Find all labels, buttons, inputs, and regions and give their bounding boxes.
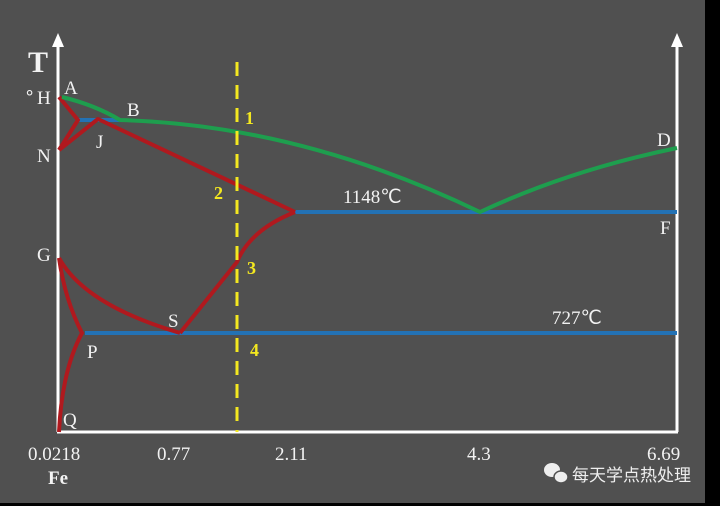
x-tick: 6.69 xyxy=(647,444,680,465)
point-j: J xyxy=(96,132,103,153)
liquidus-abcd xyxy=(61,95,678,215)
point-q: Q xyxy=(63,410,77,431)
line-gpq xyxy=(57,257,84,433)
y-axis-unit: ° xyxy=(26,86,33,106)
alloy-point-3: 3 xyxy=(247,258,256,278)
line-hn xyxy=(57,95,80,152)
point-g: G xyxy=(37,245,51,266)
point-b: B xyxy=(127,100,140,121)
x-axis-label: Fe xyxy=(48,468,68,489)
point-f: F xyxy=(660,218,671,239)
x-tick: 4.3 xyxy=(467,444,491,465)
x-tick: 0.77 xyxy=(157,444,190,465)
line-es xyxy=(178,210,296,335)
alloy-point-2: 2 xyxy=(214,183,223,203)
alloy-point-1: 1 xyxy=(245,108,254,128)
y-axis-label: T xyxy=(28,46,48,79)
y-axis-arrow-icon xyxy=(52,33,64,47)
line-gs xyxy=(57,257,181,335)
right-axis-arrow-icon xyxy=(671,33,683,47)
point-n: N xyxy=(37,146,51,167)
point-p: P xyxy=(87,342,98,363)
watermark: 每天学点热处理 xyxy=(572,466,691,486)
eutectic-temp: 1148℃ xyxy=(343,187,402,208)
point-d: D xyxy=(657,130,671,151)
point-a: A xyxy=(64,78,78,99)
x-tick: 2.11 xyxy=(275,444,308,465)
point-h: H xyxy=(37,88,51,109)
eutectoid-temp: 727℃ xyxy=(552,308,602,329)
point-s: S xyxy=(168,311,179,332)
solidus-nje xyxy=(57,117,296,214)
x-tick: 0.0218 xyxy=(28,444,80,465)
alloy-point-4: 4 xyxy=(250,340,259,360)
wechat-icon xyxy=(544,463,569,484)
background xyxy=(0,0,705,503)
